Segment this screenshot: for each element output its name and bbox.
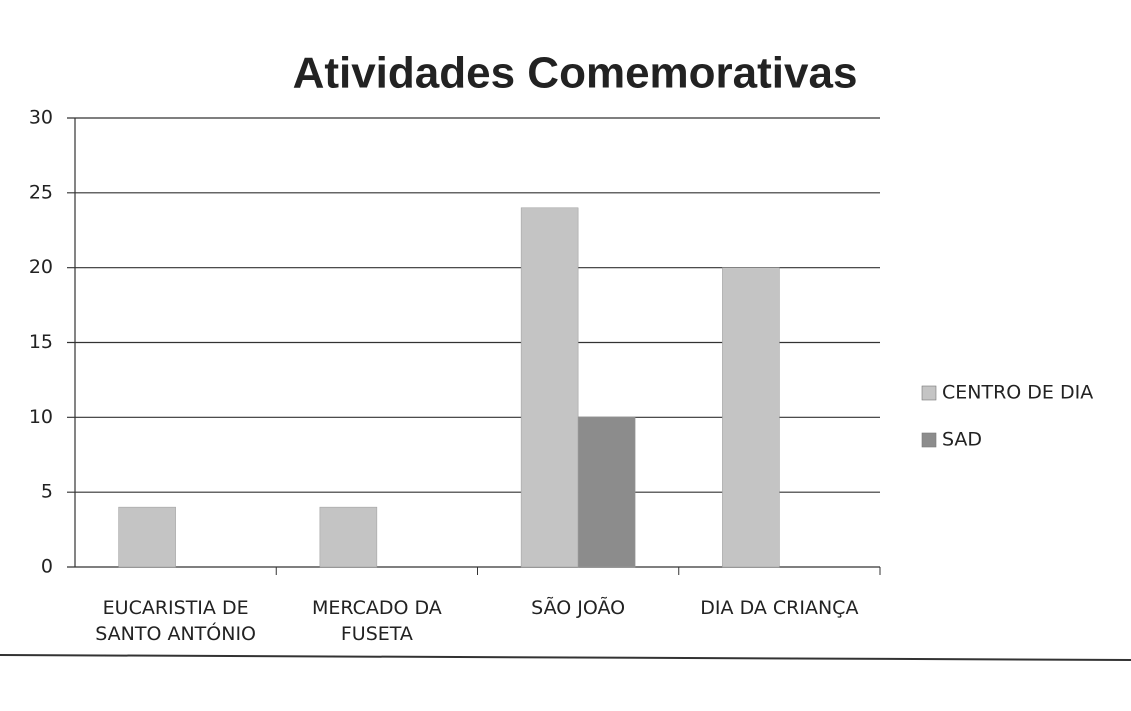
bar: [319, 506, 378, 568]
x-tick-label: DIA DA CRIANÇA: [700, 597, 859, 619]
y-tick-label: 15: [29, 331, 53, 353]
y-tick-label: 5: [41, 481, 53, 503]
y-tick-label: 25: [29, 181, 53, 203]
legend-swatch: [921, 432, 937, 448]
y-tick-label: 0: [41, 556, 53, 578]
x-tick-label: SÃO JOÃO: [531, 597, 626, 619]
x-tick-label: EUCARISTIA DE SANTO ANTÓNIO: [95, 597, 257, 645]
x-tick-label: MERCADO DA FUSETA: [311, 597, 442, 645]
legend-swatch: [921, 385, 937, 401]
bar: [577, 417, 636, 568]
bar: [722, 267, 780, 568]
y-tick-label: 30: [29, 107, 53, 129]
frame-bottom: [0, 654, 1131, 661]
y-tick-label: 10: [29, 406, 53, 428]
bar: [520, 207, 579, 568]
chart-title: Atividades Comemorativas: [293, 49, 858, 98]
y-tick-label: 20: [29, 256, 53, 278]
legend-label: SAD: [942, 429, 982, 451]
bar: [118, 506, 176, 568]
legend-label: CENTRO DE DIA: [942, 382, 1093, 404]
